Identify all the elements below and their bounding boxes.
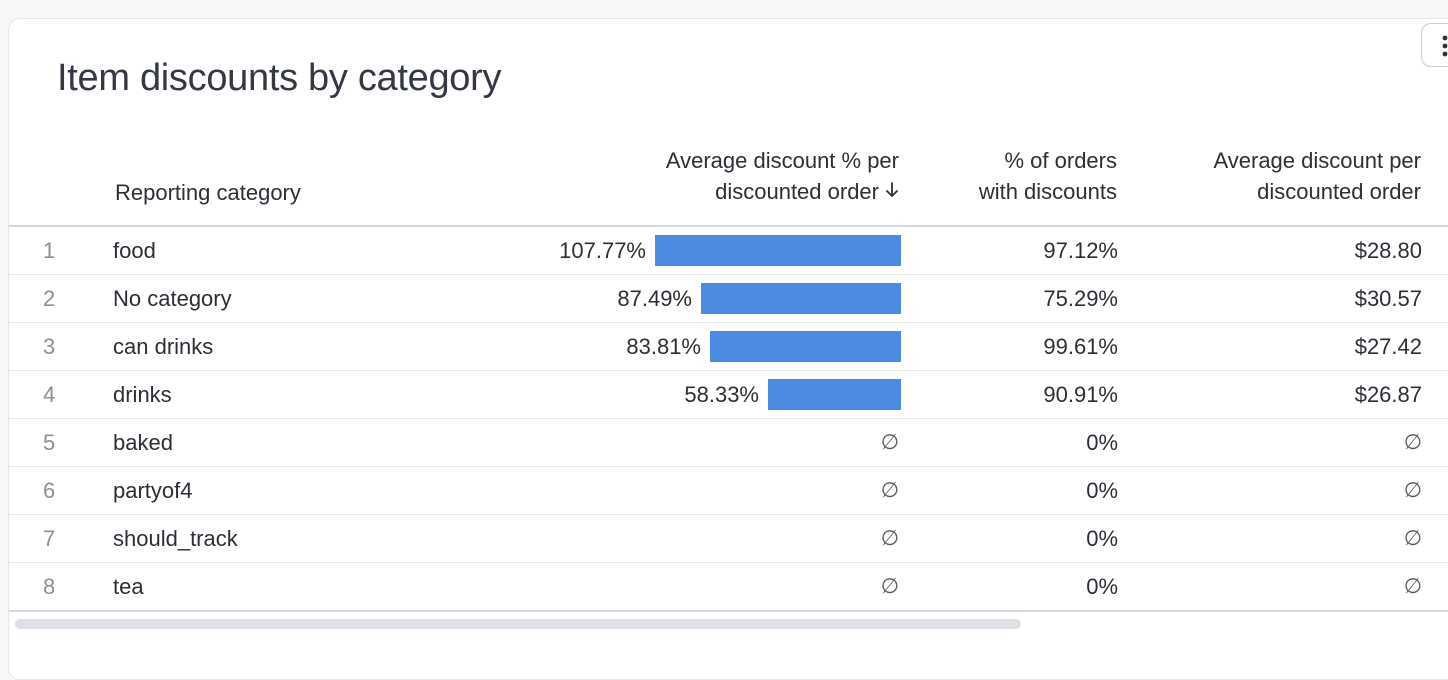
arrow-down-icon (886, 182, 898, 197)
header-reporting-category[interactable]: Reporting category (115, 177, 301, 208)
row-index: 6 (43, 478, 56, 503)
row-avg-discount-pct: 58.33% (684, 382, 759, 407)
table-row[interactable]: 8 tea ∅ 0% ∅ (9, 563, 1448, 612)
row-category: baked (113, 430, 173, 455)
row-bar-track (655, 379, 901, 410)
row-bar-track (655, 283, 901, 314)
header-label-line2: discounted order (715, 179, 879, 204)
header-label-line2: with discounts (978, 179, 1117, 204)
table-body: 1 food 107.77% 97.12% $28.80 2 No category 87.4… (9, 227, 1448, 612)
header-label-line1: % of orders (1004, 148, 1118, 173)
row-bar (701, 283, 901, 314)
null-value-icon: ∅ (1403, 431, 1422, 454)
table-row[interactable]: 6 partyof4 ∅ 0% ∅ (9, 467, 1448, 515)
row-avg-discount: $26.87 (1354, 382, 1422, 407)
null-value-icon: ∅ (1403, 575, 1422, 598)
row-index: 8 (43, 574, 56, 599)
header-pct-orders-with-discounts[interactable]: % of orders with discounts (979, 145, 1117, 207)
row-bar (710, 331, 901, 362)
row-pct-orders: 99.61% (1043, 334, 1118, 359)
row-index: 5 (43, 430, 56, 455)
row-index: 1 (43, 238, 56, 263)
header-label-line1: Average discount % per (665, 148, 899, 173)
row-pct-orders: 90.91% (1043, 382, 1118, 407)
row-bar (768, 379, 901, 410)
row-bar-track (655, 331, 901, 362)
report-card: Item discounts by category Reporting cat… (8, 18, 1448, 680)
table-row[interactable]: 7 should_track ∅ 0% ∅ (9, 515, 1448, 563)
row-pct-orders: 75.29% (1043, 286, 1118, 311)
row-category: food (113, 238, 156, 263)
null-value-icon: ∅ (880, 431, 899, 454)
row-avg-discount-pct: 87.49% (617, 286, 692, 311)
header-label-line1: Average discount per (1213, 148, 1421, 173)
row-pct-orders: 97.12% (1043, 238, 1118, 263)
row-avg-discount-pct: 83.81% (626, 334, 701, 359)
null-value-icon: ∅ (1403, 527, 1422, 550)
row-category: partyof4 (113, 478, 193, 503)
row-pct-orders: 0% (1086, 430, 1118, 455)
header-label-line2-wrap: discounted order (666, 176, 899, 207)
null-value-icon: ∅ (880, 479, 899, 502)
table-row[interactable]: 3 can drinks 83.81% 99.61% $27.42 (9, 323, 1448, 371)
row-index: 3 (43, 334, 56, 359)
row-bar-track (655, 235, 901, 266)
row-pct-orders: 0% (1086, 478, 1118, 503)
table-header: Reporting category Average discount % pe… (9, 143, 1448, 227)
table-row[interactable]: 5 baked ∅ 0% ∅ (9, 419, 1448, 467)
row-index: 2 (43, 286, 56, 311)
row-category: tea (113, 574, 144, 599)
header-label-line2: discounted order (1257, 179, 1421, 204)
horizontal-scrollbar[interactable] (15, 619, 1021, 629)
row-index: 4 (43, 382, 56, 407)
table-row[interactable]: 1 food 107.77% 97.12% $28.80 (9, 227, 1448, 275)
row-pct-orders: 0% (1086, 526, 1118, 551)
row-bar (655, 235, 901, 266)
header-label: Reporting category (115, 180, 301, 205)
header-avg-discount[interactable]: Average discount per discounted order (1213, 145, 1421, 207)
row-category: drinks (113, 382, 172, 407)
null-value-icon: ∅ (880, 575, 899, 598)
row-avg-discount: $27.42 (1354, 334, 1422, 359)
row-index: 7 (43, 526, 56, 551)
table-row[interactable]: 2 No category 87.49% 75.29% $30.57 (9, 275, 1448, 323)
header-avg-discount-pct[interactable]: Average discount % per discounted order (666, 145, 899, 207)
table-row[interactable]: 4 drinks 58.33% 90.91% $26.87 (9, 371, 1448, 419)
row-category: can drinks (113, 334, 214, 359)
vertical-dots-icon (1442, 35, 1448, 57)
null-value-icon: ∅ (1403, 479, 1422, 502)
row-category: No category (113, 286, 232, 311)
row-avg-discount: $28.80 (1354, 238, 1422, 263)
row-category: should_track (113, 526, 238, 551)
more-options-button[interactable] (1421, 23, 1448, 67)
null-value-icon: ∅ (880, 527, 899, 550)
row-avg-discount: $30.57 (1354, 286, 1422, 311)
row-pct-orders: 0% (1086, 574, 1118, 599)
row-avg-discount-pct: 107.77% (559, 238, 646, 263)
card-title: Item discounts by category (57, 57, 502, 99)
